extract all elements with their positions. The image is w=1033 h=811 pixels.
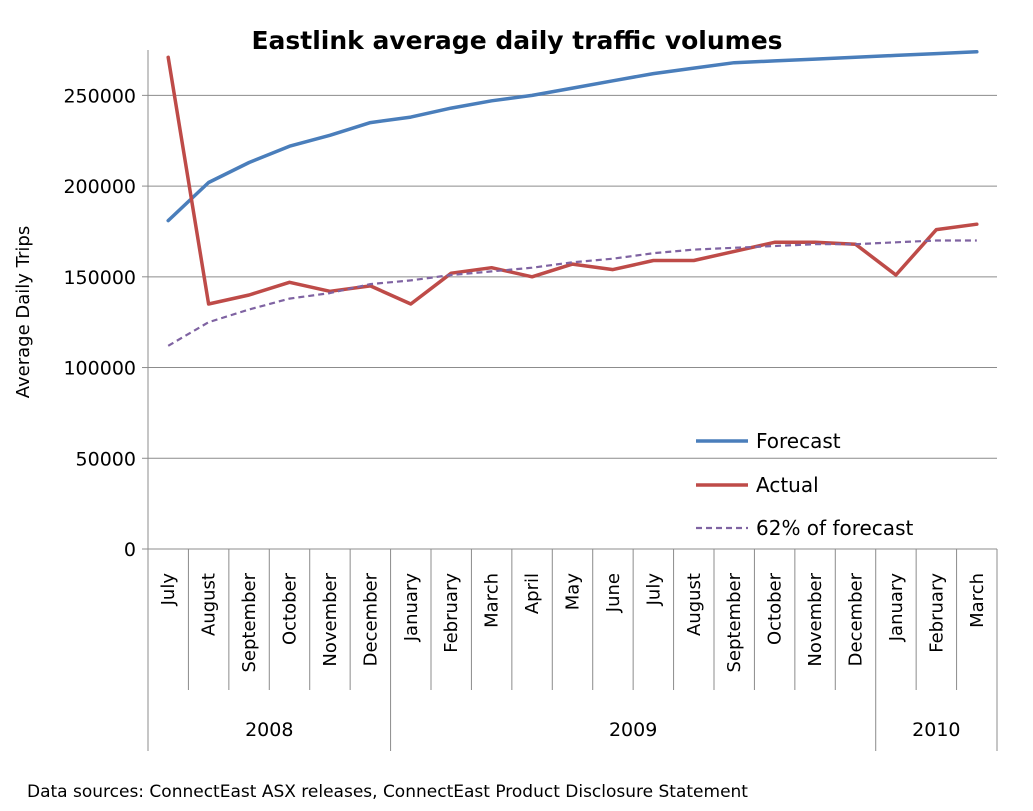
x-tick-label: February xyxy=(926,573,947,653)
x-tick-label: December xyxy=(846,572,867,666)
series-line xyxy=(166,50,979,223)
legend-label: Forecast xyxy=(756,429,841,453)
y-tick-label: 50000 xyxy=(76,448,136,470)
x-tick-label: November xyxy=(805,572,826,666)
x-tick-label: April xyxy=(522,573,543,614)
series-line xyxy=(166,55,979,306)
x-tick-label: June xyxy=(603,573,624,613)
data-source-note: Data sources: ConnectEast ASX releases, … xyxy=(27,782,748,802)
y-tick-label: 250000 xyxy=(63,85,136,107)
x-tick-label: September xyxy=(724,572,745,672)
x-tick-label: February xyxy=(441,573,462,653)
x-tick-label: March xyxy=(482,573,503,628)
x-tick-label: August xyxy=(684,573,705,636)
year-groups: 2008 2009 2010 xyxy=(245,719,960,741)
x-tick-label: May xyxy=(563,573,584,611)
gridlines xyxy=(148,94,997,459)
x-axis-ticks: July August September October November Decemb… xyxy=(147,549,998,751)
x-tick-label: January xyxy=(401,573,422,643)
x-tick-label: September xyxy=(239,572,260,672)
x-tick-label: July xyxy=(158,573,179,607)
y-axis-ticks: 0 50000 100000 150000 200000 250000 xyxy=(63,85,148,561)
x-tick-label: March xyxy=(967,573,988,628)
year-group-label: 2009 xyxy=(609,719,657,741)
y-tick-label: 100000 xyxy=(63,358,136,380)
legend-label: 62% of forecast xyxy=(756,516,913,540)
y-tick-label: 0 xyxy=(124,539,136,561)
year-group-label: 2008 xyxy=(245,719,293,741)
y-tick-label: 150000 xyxy=(63,267,136,289)
chart-title: Eastlink average daily traffic volumes xyxy=(251,26,782,55)
year-group-label: 2010 xyxy=(912,719,960,741)
x-tick-label: November xyxy=(320,572,341,666)
x-tick-label: July xyxy=(643,573,664,607)
x-tick-label: August xyxy=(199,573,220,636)
x-tick-label: December xyxy=(360,572,381,666)
x-tick-label: January xyxy=(886,573,907,643)
series-lines xyxy=(166,50,979,347)
x-tick-label: October xyxy=(765,572,786,645)
y-tick-label: 200000 xyxy=(63,176,136,198)
x-tick-label: October xyxy=(280,572,301,645)
y-axis-label: Average Daily Trips xyxy=(13,226,34,398)
axes xyxy=(147,50,997,550)
legend-label: Actual xyxy=(756,473,819,497)
legend: Forecast Actual 62% of forecast xyxy=(696,429,913,540)
series-line xyxy=(167,239,977,347)
